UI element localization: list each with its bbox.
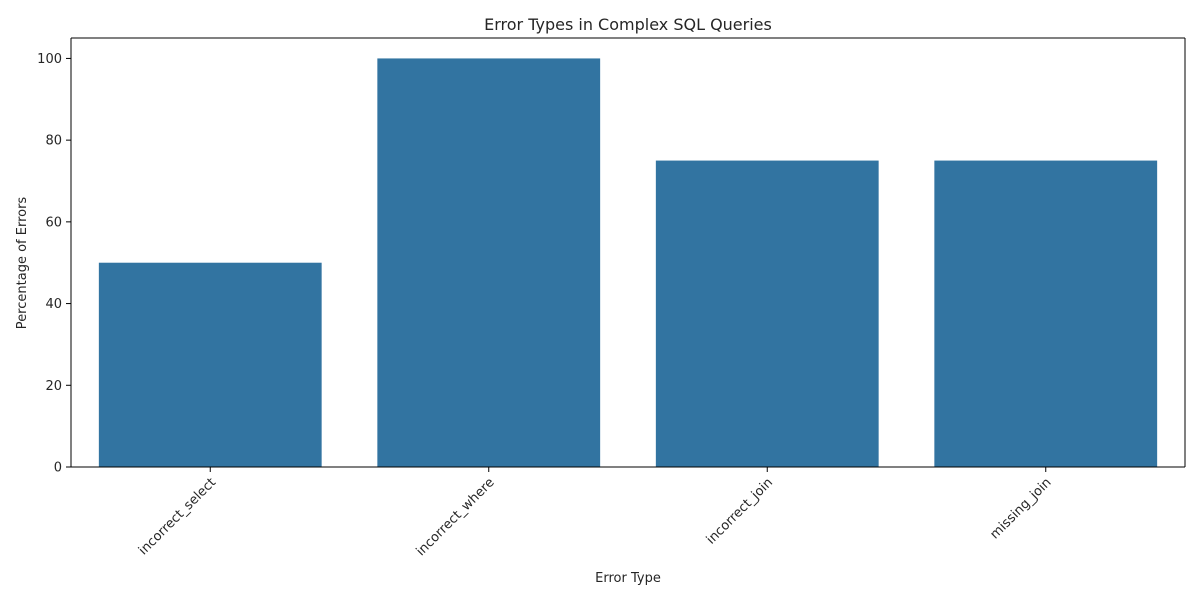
y-tick-label: 60	[45, 215, 62, 230]
x-tick-label: incorrect_where	[414, 475, 498, 559]
y-tick-label: 100	[37, 52, 62, 67]
x-tick-label: incorrect_select	[136, 475, 219, 558]
x-tick-label: missing_join	[988, 475, 1055, 542]
x-axis-label: Error Type	[595, 571, 661, 586]
y-tick-label: 40	[45, 297, 62, 312]
y-axis-label: Percentage of Errors	[15, 197, 30, 330]
y-tick-label: 20	[45, 379, 62, 394]
x-tick-label: incorrect_join	[704, 475, 776, 547]
y-tick-label: 80	[45, 134, 62, 149]
bars-group	[98, 58, 1158, 468]
bar-incorrect-select	[98, 262, 322, 467]
y-ticks-group: 0 20 40 60 80 100	[37, 52, 71, 476]
bar-missing-join	[934, 160, 1158, 468]
bar-incorrect-join	[655, 160, 879, 468]
chart-title: Error Types in Complex SQL Queries	[484, 15, 772, 34]
x-ticks-group: incorrect_select incorrect_where incorrect…	[136, 467, 1055, 559]
y-tick-label: 0	[54, 461, 62, 476]
bar-incorrect-where	[377, 58, 601, 468]
axes-group	[70, 37, 1186, 468]
